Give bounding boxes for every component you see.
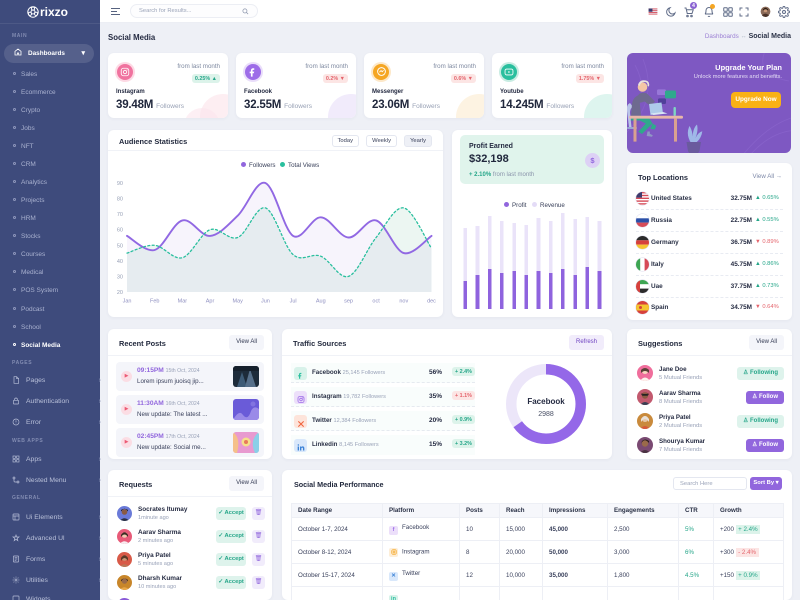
svg-text:Mar: Mar bbox=[178, 299, 188, 305]
svg-text:40: 40 bbox=[117, 259, 123, 265]
svg-text:Jul: Jul bbox=[290, 299, 297, 305]
svg-text:rixzo: rixzo bbox=[40, 5, 68, 19]
svg-text:90: 90 bbox=[117, 181, 123, 187]
svg-text:Aug: Aug bbox=[316, 299, 326, 305]
svg-text:70: 70 bbox=[117, 212, 123, 218]
svg-text:20: 20 bbox=[117, 290, 123, 296]
svg-text:Feb: Feb bbox=[150, 299, 159, 305]
svg-text:2988: 2988 bbox=[538, 411, 554, 418]
svg-text:nov: nov bbox=[399, 299, 408, 305]
svg-text:80: 80 bbox=[117, 197, 123, 203]
svg-text:Jan: Jan bbox=[123, 299, 132, 305]
svg-text:oct: oct bbox=[372, 299, 380, 305]
svg-text:Apr: Apr bbox=[206, 299, 215, 305]
svg-text:Facebook: Facebook bbox=[527, 397, 565, 406]
svg-text:60: 60 bbox=[117, 228, 123, 234]
svg-text:dec: dec bbox=[427, 299, 436, 305]
svg-text:Jun: Jun bbox=[261, 299, 270, 305]
svg-text:May: May bbox=[233, 299, 244, 305]
svg-text:50: 50 bbox=[117, 243, 123, 249]
svg-text:30: 30 bbox=[117, 274, 123, 280]
svg-text:sep: sep bbox=[344, 299, 353, 305]
